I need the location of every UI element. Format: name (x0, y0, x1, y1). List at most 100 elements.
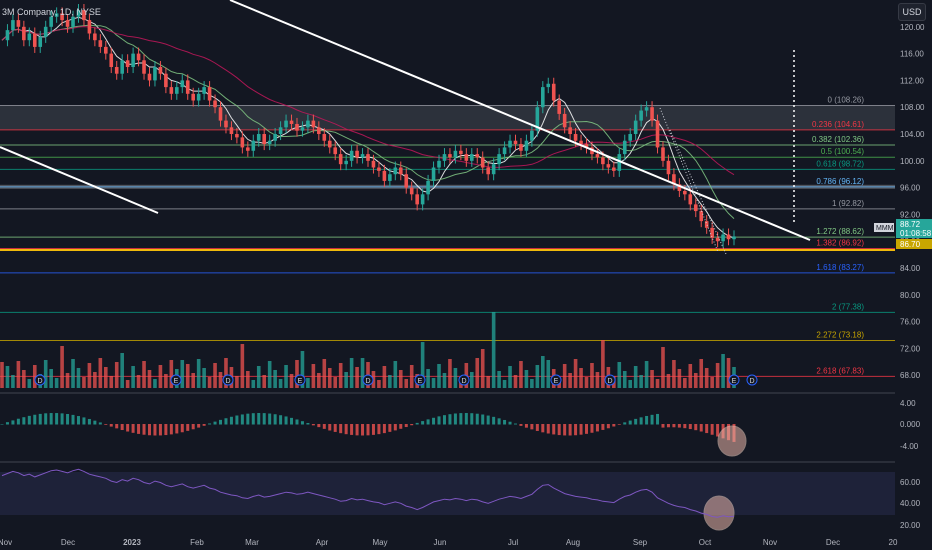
event-marker-label: D (37, 378, 42, 385)
macd-histogram-bar (694, 424, 698, 431)
macd-histogram-bar (240, 414, 244, 425)
volume-bar (497, 371, 501, 388)
macd-histogram-bar (197, 424, 201, 428)
candle-body (289, 120, 294, 124)
candle-body (459, 150, 463, 155)
macd-histogram-bar (432, 417, 436, 425)
highlight-circle (717, 425, 747, 457)
macd-histogram-bar (311, 424, 315, 426)
candle-body (213, 100, 217, 108)
volume-bar (153, 379, 157, 388)
candle-body (726, 234, 731, 240)
candle-body (464, 154, 469, 161)
macd-histogram-bar (350, 424, 354, 435)
candle-body (49, 16, 53, 27)
volume-bar (114, 362, 119, 388)
candle-body (633, 120, 638, 135)
macd-histogram-bar (235, 415, 239, 425)
candle-body (306, 120, 310, 128)
volume-bar (584, 377, 589, 388)
fib-label: 0 (108.26) (828, 95, 865, 104)
candle-body (683, 190, 687, 195)
volume-bar (185, 364, 190, 388)
candle-body (415, 194, 419, 205)
volume-bar (65, 373, 70, 388)
volume-bar (60, 346, 64, 388)
volume-bar (180, 360, 185, 388)
macd-histogram-bar (153, 424, 157, 436)
macd-histogram-bar (180, 424, 184, 433)
volume-bar (513, 375, 518, 388)
macd-histogram-bar (579, 424, 583, 435)
candle-body (32, 33, 37, 47)
currency-button[interactable]: USD (898, 3, 926, 21)
candle-body (595, 154, 600, 158)
volume-bar (628, 380, 633, 388)
event-marker (34, 374, 46, 386)
candle-body (355, 150, 359, 158)
candle-body (437, 160, 441, 168)
volume-bar (295, 360, 299, 388)
volume-bar (22, 370, 26, 388)
macd-histogram-bar (104, 424, 108, 425)
macd-histogram-bar (246, 413, 250, 425)
volume-bar (109, 376, 114, 388)
macd-histogram-bar (437, 416, 441, 425)
macd-histogram-bar (563, 424, 567, 436)
candle-body (175, 87, 179, 94)
price-badge (896, 239, 932, 249)
macd-histogram-bar (142, 424, 146, 435)
volume-bar (202, 368, 206, 388)
macd-histogram-bar (131, 424, 135, 433)
ticker-tag (874, 223, 894, 232)
candle-body (617, 154, 622, 171)
candle-body (557, 100, 561, 114)
macd-histogram-bar (120, 424, 124, 431)
macd-histogram-bar (683, 424, 687, 429)
volume-bar (93, 372, 97, 388)
candle-body (224, 120, 228, 128)
candle-body (650, 107, 654, 121)
event-marker (746, 374, 758, 386)
candle-body (218, 107, 223, 121)
candle-body (480, 157, 485, 168)
volume-bar (273, 370, 277, 388)
macd-histogram-bar (388, 424, 392, 432)
macd-histogram-bar (0, 424, 4, 425)
macd-histogram-bar (546, 424, 550, 434)
candle-body (180, 80, 185, 88)
candle-body (672, 174, 676, 185)
volume-bar (27, 379, 32, 388)
price-tick: 92.00 (900, 210, 921, 219)
volume-bar (322, 359, 327, 388)
time-tick: 20 (889, 538, 898, 547)
volume-bar (76, 368, 81, 388)
volume-bar (475, 358, 480, 388)
candle-body (109, 53, 114, 68)
volume-bar (639, 375, 643, 388)
volume-bar (0, 362, 4, 388)
price-badge (896, 219, 932, 229)
moving-average-line (1, 26, 735, 176)
time-tick: Mar (245, 538, 259, 547)
volume-bar (491, 312, 496, 388)
macd-histogram-bar (666, 424, 670, 428)
candle-body (207, 87, 212, 101)
macd-histogram-bar (470, 413, 474, 425)
candle-body (497, 154, 501, 165)
macd-histogram-bar (475, 413, 479, 425)
candle-body (76, 10, 81, 17)
volume-bar (207, 377, 212, 388)
macd-histogram-bar (22, 417, 26, 425)
candle-body (371, 160, 376, 168)
volume-bar (120, 353, 124, 388)
volume-bar (546, 360, 551, 388)
candle-body (535, 107, 540, 131)
event-marker (458, 374, 470, 386)
candle-body (382, 170, 387, 181)
candle-body (327, 140, 332, 148)
macd-histogram-bar (492, 416, 496, 425)
candle-body (710, 227, 714, 238)
candle-body (65, 20, 70, 27)
